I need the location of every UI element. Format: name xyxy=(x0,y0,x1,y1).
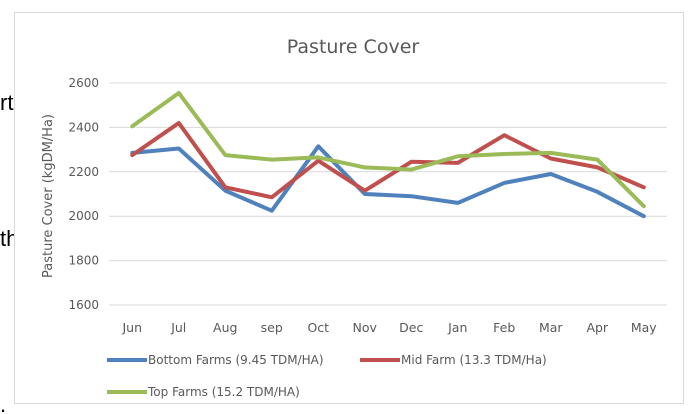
y-axis-ticks: 1600 1800 2000 2200 2400 2600 xyxy=(68,76,99,312)
x-tick-label: Apr xyxy=(586,320,608,335)
x-tick-label: Dec xyxy=(399,320,423,335)
y-tick-label: 2200 xyxy=(68,165,99,179)
x-tick-label: Jul xyxy=(170,320,186,335)
x-tick-label: Aug xyxy=(213,320,237,335)
x-tick-label: May xyxy=(631,320,657,335)
background-text-fragment-3: . xyxy=(0,392,7,414)
x-tick-label: Nov xyxy=(353,320,378,335)
series-lines xyxy=(130,91,646,219)
y-tick-label: 2400 xyxy=(68,120,99,134)
y-tick-label: 1800 xyxy=(68,254,99,268)
chart-title: Pasture Cover xyxy=(287,36,420,58)
y-tick-label: 2000 xyxy=(68,209,99,223)
x-tick-label: sep xyxy=(261,320,283,335)
x-axis-ticks: Jun Jul Aug sep Oct Nov Dec Jan Feb Mar Apr May xyxy=(121,320,657,335)
x-tick-label: Oct xyxy=(307,320,329,335)
x-tick-label: Jun xyxy=(121,320,142,335)
background-text-fragment-1: rt xyxy=(0,90,14,115)
x-tick-label: Mar xyxy=(539,320,563,335)
series-line-3 xyxy=(130,91,646,209)
line-chart: Pasture Cover Pasture Cover (kgDM/Ha) 16… xyxy=(41,36,667,399)
legend-label-2: Mid Farm (13.3 TDM/Ha) xyxy=(401,353,547,367)
x-tick-label: Jan xyxy=(447,320,467,335)
series-line-2 xyxy=(130,121,646,200)
chart-frame: Pasture Cover Pasture Cover (kgDM/Ha) 16… xyxy=(14,12,684,404)
background-text-fragment-2: th xyxy=(0,226,19,251)
x-tick-label: Feb xyxy=(493,320,515,335)
y-axis-title: Pasture Cover (kgDM/Ha) xyxy=(41,114,56,278)
series-line-1 xyxy=(130,144,646,219)
y-tick-label: 2600 xyxy=(68,76,99,90)
legend: Bottom Farms (9.45 TDM/HA) Mid Farm (13.3… xyxy=(107,353,547,399)
legend-label-1: Bottom Farms (9.45 TDM/HA) xyxy=(148,353,324,367)
legend-label-3: Top Farms (15.2 TDM/HA) xyxy=(147,385,300,399)
gridlines xyxy=(109,82,667,306)
y-tick-label: 1600 xyxy=(68,298,99,312)
